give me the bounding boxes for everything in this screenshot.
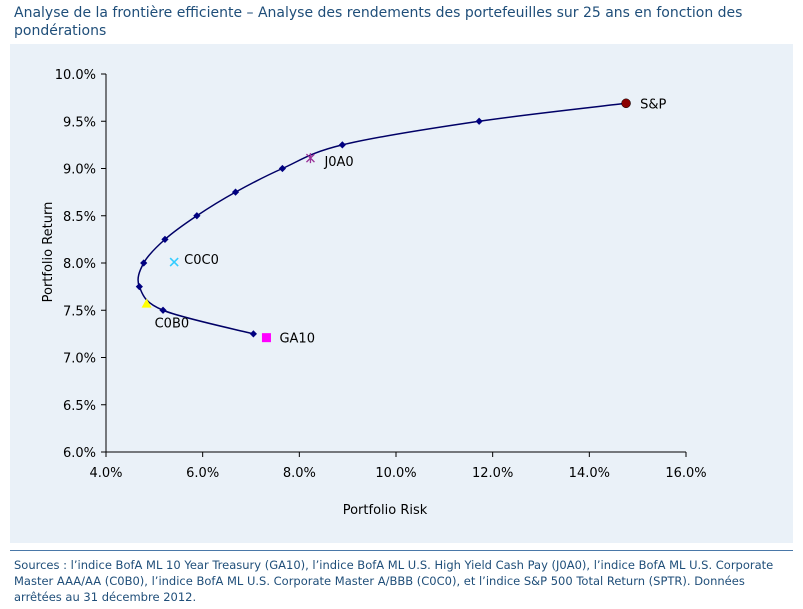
point-label: C0B0	[155, 317, 190, 332]
point-label: C0C0	[184, 253, 219, 268]
sp-marker	[621, 98, 631, 109]
chart-title: Analyse de la frontière efficiente – Ana…	[14, 5, 743, 39]
x-tick-label: 10.0%	[375, 466, 416, 481]
divider-line	[10, 550, 793, 551]
y-tick-label: 7.5%	[63, 304, 96, 319]
c0c0-marker	[169, 257, 179, 267]
frontier-chart: 6.0% 6.5% 7.0% 7.5% 8.0% 8.5% 9.0% 9.5% 10.0% 4.0…	[41, 68, 707, 518]
point-label: J0A0	[323, 155, 353, 170]
frontier-point	[193, 212, 201, 220]
ga10-marker	[261, 333, 271, 343]
point-label: GA10	[279, 332, 315, 347]
x-tick-label: 16.0%	[665, 466, 706, 481]
y-axis-title: Portfolio Return	[41, 202, 56, 303]
frontier-point	[231, 188, 240, 196]
j0a0-marker	[305, 153, 315, 164]
y-tick-label: 9.5%	[63, 115, 96, 130]
axes-layer: 6.0% 6.5% 7.0% 7.5% 8.0% 8.5% 9.0% 9.5% 10.0% 4.0…	[55, 68, 707, 481]
frontier-point	[140, 259, 148, 267]
frontier-point	[278, 164, 287, 173]
frontier-point	[161, 235, 169, 243]
frontier-point	[249, 330, 258, 338]
chart-panel: 6.0% 6.5% 7.0% 7.5% 8.0% 8.5% 9.0% 9.5% 10.0% 4.0…	[10, 44, 793, 543]
y-tick-label: 6.5%	[63, 399, 96, 414]
y-tick-label: 6.0%	[63, 446, 96, 461]
x-axis-title: Portfolio Risk	[343, 503, 428, 518]
x-tick-label: 4.0%	[89, 466, 122, 481]
frontier-line	[137, 102, 627, 335]
curve-layer	[137, 102, 627, 335]
markers-layer	[135, 98, 631, 343]
point-label: S&P	[640, 97, 666, 112]
frontier-point	[159, 306, 167, 314]
c0b0-marker	[141, 298, 152, 308]
sources-note: Sources : l’indice BofA ML 10 Year Treas…	[14, 558, 774, 604]
y-tick-label: 8.0%	[63, 257, 96, 272]
y-tick-label: 9.0%	[63, 163, 96, 178]
x-tick-label: 14.0%	[569, 466, 610, 481]
x-tick-label: 8.0%	[283, 466, 316, 481]
y-tick-label: 8.5%	[63, 210, 96, 225]
labels-layer: S&P J0A0 C0C0 C0B0 GA10	[155, 97, 667, 346]
frontier-point	[475, 117, 483, 125]
x-tick-label: 12.0%	[472, 466, 513, 481]
x-tick-label: 6.0%	[186, 466, 219, 481]
frontier-point	[338, 141, 346, 149]
y-tick-label: 10.0%	[55, 68, 96, 83]
frontier-point	[135, 283, 143, 291]
y-tick-label: 7.0%	[63, 352, 96, 367]
